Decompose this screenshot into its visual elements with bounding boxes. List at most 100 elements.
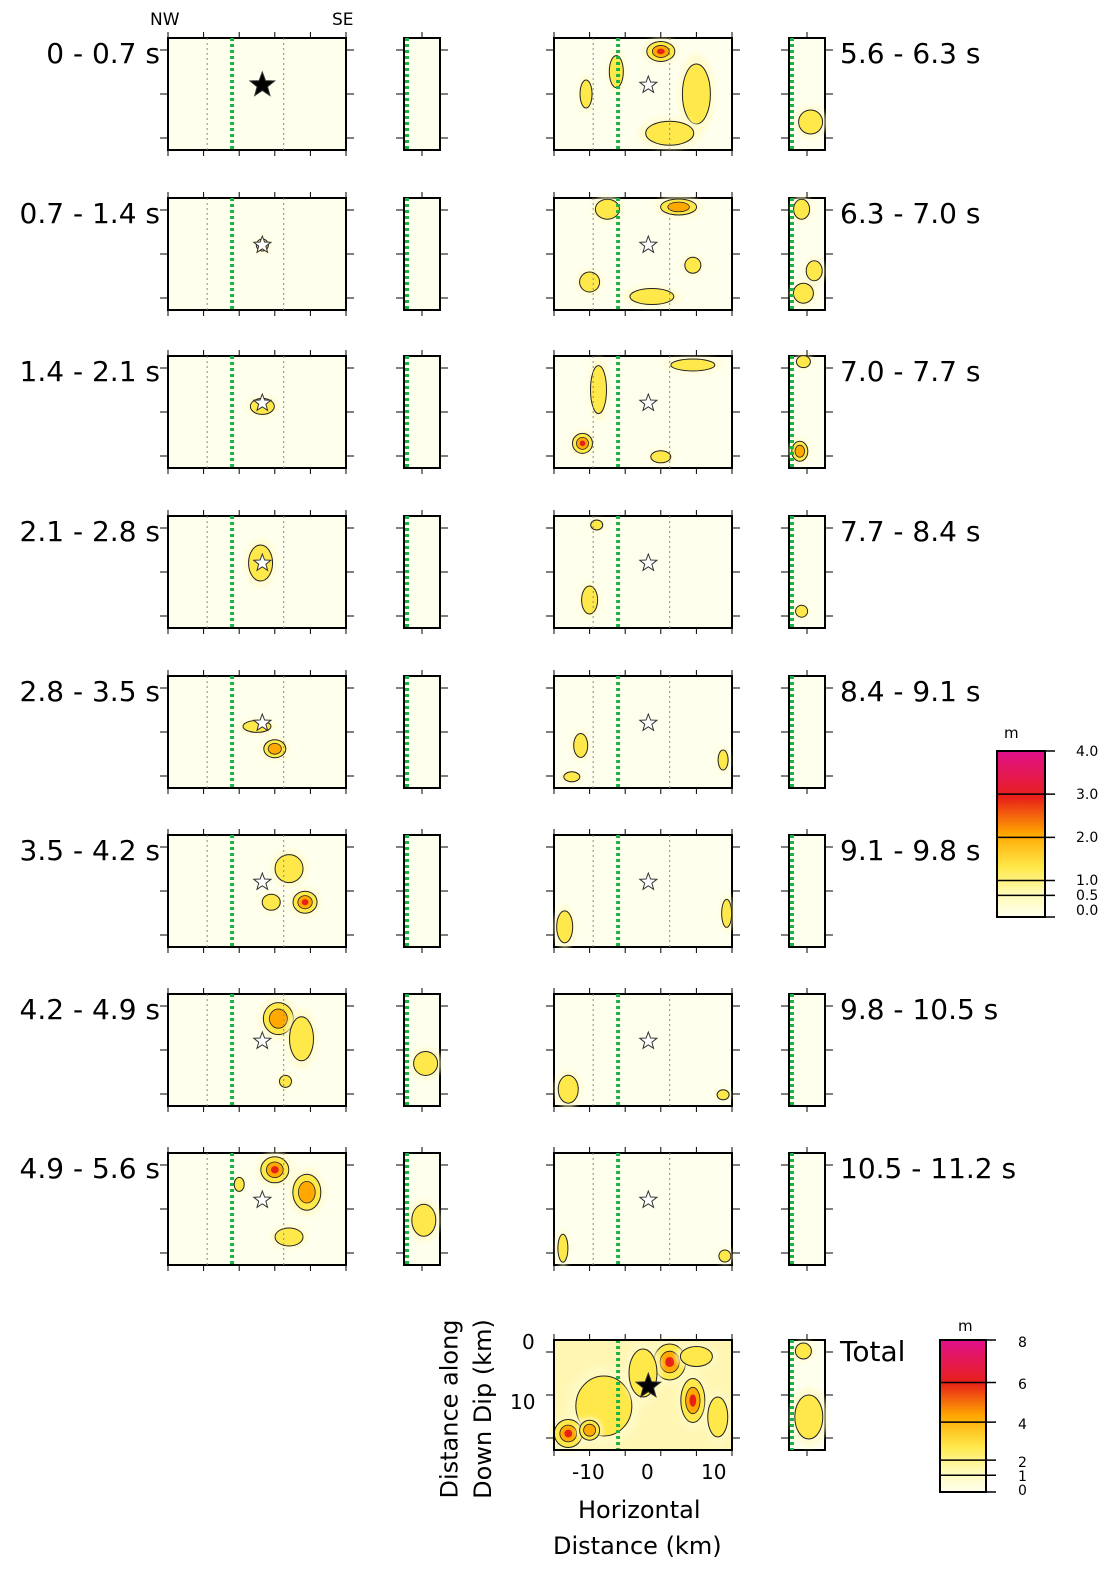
hypocenter-star: [252, 871, 273, 891]
colorbar-tick: 2: [1018, 1455, 1027, 1471]
slip-map-panel: [167, 993, 347, 1107]
hypocenter-star: [638, 712, 659, 732]
slip-map-panel: [167, 515, 347, 629]
slip-patch: [704, 1390, 732, 1444]
slip-map-panel: [167, 197, 347, 311]
slip-patch: [553, 905, 576, 949]
y-tick-label: 0: [522, 1330, 535, 1354]
slip-map-panel: [553, 834, 733, 948]
time-window-label: 6.3 - 7.0 s: [840, 197, 981, 230]
slip-patch: [285, 1009, 318, 1069]
slip-patch: [277, 1073, 294, 1090]
side-view-panel: [788, 1152, 826, 1266]
slip-patch: [654, 196, 703, 218]
colorbar-tick: 4: [1018, 1417, 1027, 1433]
slip-patch: [715, 1088, 732, 1102]
slip-patch: [588, 518, 605, 532]
colorbar-tick: 2.0: [1076, 830, 1099, 846]
hypocenter-star: [634, 1371, 663, 1398]
time-window-label: 4.9 - 5.6 s: [19, 1152, 160, 1185]
colorbar-tick: 3.0: [1076, 787, 1099, 803]
slip-patch: [647, 448, 675, 465]
y-axis-label: Distance along: [435, 1319, 464, 1499]
hypocenter-star: [638, 392, 659, 412]
side-view-panel: [403, 355, 441, 469]
slip-patch: [259, 891, 284, 913]
time-window-label: 0 - 0.7 s: [46, 37, 160, 70]
colorbar-unit: m: [1004, 724, 1019, 742]
time-window-label: 5.6 - 6.3 s: [840, 37, 981, 70]
slip-patch: [676, 1370, 710, 1431]
hypocenter-star: [638, 871, 659, 891]
se-label: SE: [332, 10, 354, 30]
slip-patch: [571, 729, 591, 762]
slip-patch: [556, 1229, 570, 1268]
slip-patch: [258, 997, 299, 1041]
x-tick-label: 0: [641, 1460, 654, 1484]
slip-patch: [716, 746, 730, 774]
slip-patch: [259, 736, 290, 761]
side-view-panel: [788, 993, 826, 1107]
colorbar-tick: 1: [1018, 1469, 1027, 1485]
side-view-panel: [403, 675, 441, 789]
hypocenter-star: [252, 392, 273, 412]
time-window-label: 1.4 - 2.1 s: [19, 355, 160, 388]
hypocenter-star: [252, 1189, 273, 1209]
hypocenter-star: [252, 1030, 273, 1050]
x-tick-label: 10: [701, 1460, 727, 1484]
time-window-label: 8.4 - 9.1 s: [840, 675, 981, 708]
side-view-panel: [403, 834, 441, 948]
slip-patch: [577, 75, 595, 113]
nw-label: NW: [150, 10, 180, 30]
y-axis-label: Down Dip (km): [468, 1319, 497, 1499]
slip-patch: [790, 195, 813, 223]
slip-patch: [622, 285, 682, 308]
slip-patch: [591, 195, 624, 223]
slip-patch: [587, 357, 610, 422]
slip-patch: [789, 437, 811, 465]
hypocenter-star: [638, 552, 659, 572]
slip-patch: [407, 1198, 440, 1242]
colorbar-window: [996, 750, 1046, 918]
hypocenter-star: [252, 234, 273, 254]
colorbar-tick: 8: [1018, 1335, 1027, 1351]
hypocenter-star: [638, 74, 659, 94]
time-window-label: 4.2 - 4.9 s: [19, 993, 160, 1026]
side-view-panel: [403, 197, 441, 311]
slip-map-panel: [553, 993, 733, 1107]
slip-patch: [232, 1174, 246, 1194]
side-view-panel: [788, 675, 826, 789]
slip-patch: [287, 1167, 326, 1217]
hypocenter-star: [638, 234, 659, 254]
slip-patch: [576, 1416, 604, 1444]
hypocenter-star: [252, 712, 273, 732]
slip-patch: [578, 581, 601, 619]
slip-patch: [568, 429, 596, 457]
slip-patch: [793, 603, 810, 620]
slip-patch: [719, 894, 734, 933]
time-window-label: 0.7 - 1.4 s: [19, 197, 160, 230]
slip-patch: [554, 1070, 582, 1109]
hypocenter-star: [638, 1189, 659, 1209]
hypocenter-star: [638, 1030, 659, 1050]
time-window-label: 7.7 - 8.4 s: [840, 515, 981, 548]
colorbar-tick: 0.5: [1076, 888, 1099, 904]
slip-patch: [789, 279, 817, 307]
slip-patch: [663, 356, 723, 374]
colorbar-unit: m: [958, 1317, 973, 1335]
colorbar-tick: 6: [1018, 1377, 1027, 1393]
slip-patch: [576, 268, 604, 296]
side-view-panel: [403, 37, 441, 151]
slip-patch: [674, 1343, 719, 1370]
slip-patch: [793, 353, 813, 370]
x-tick-label: -10: [572, 1460, 605, 1484]
time-window-label: 9.1 - 9.8 s: [840, 834, 981, 867]
side-view-panel: [788, 834, 826, 948]
time-window-label: 2.1 - 2.8 s: [19, 515, 160, 548]
slip-patch: [409, 1047, 442, 1080]
time-window-label: 7.0 - 7.7 s: [840, 355, 981, 388]
slip-patch: [677, 53, 716, 135]
slip-map-panel: [167, 834, 347, 948]
slip-patch: [794, 105, 827, 139]
slip-patch: [270, 849, 308, 888]
